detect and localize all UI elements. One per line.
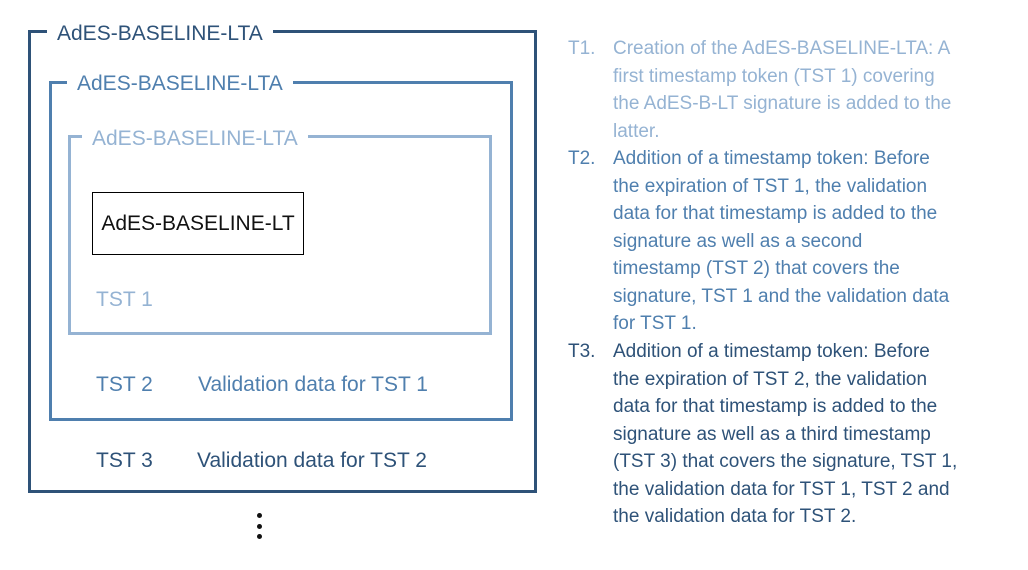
tst3-label: TST 3 [96,449,153,472]
tst1-label: TST 1 [96,288,153,311]
step-t1-line: latter. [613,120,660,142]
step-t1: T1. Creation of the AdES-BASELINE-LTA: A… [568,35,1008,147]
step-t1-line: first timestamp token (TST 1) covering [613,65,935,87]
middle-lta-label: AdES-BASELINE-LTA [67,71,293,97]
step-t3-line: the validation data for TST 2. [613,506,857,527]
step-t3-line: the validation data for TST 1, TST 2 and [613,478,950,500]
inner-lta-label: AdES-BASELINE-LTA [82,126,308,152]
step-t1-line: the AdES-B-LT signature is added to the [613,93,952,114]
step-t3-line: the expiration of TST 2, the validation [613,368,928,390]
vertical-ellipsis-icon [256,513,262,539]
step-t3-line: data for that timestamp is added to the [613,396,938,417]
step-t2-line: signature, TST 1 and the validation data [613,285,950,307]
step-t1-text: Creation of the AdES-BASELINE-LTA: A fir… [613,35,993,145]
step-t2-text: Addition of a timestamp token: Before th… [613,145,993,338]
step-t3-line: signature as well as a third timestamp [613,423,931,445]
step-t3-line: Addition of a timestamp token: Before [613,341,930,362]
step-t2-line: the expiration of TST 1, the validation [613,175,928,197]
step-t2-line: signature as well as a second [613,230,863,252]
step-t2-line: for TST 1. [613,313,697,334]
step-t3-number: T3. [568,341,596,362]
step-t2-line: data for that timestamp is added to the [613,203,938,224]
step-t3-text: Addition of a timestamp token: Before th… [613,338,993,531]
step-t2-line: Addition of a timestamp token: Before [613,148,930,169]
step-t1-number: T1. [568,38,596,59]
step-t1-line: Creation of the AdES-BASELINE-LTA: A [613,38,951,59]
tst2-label: TST 2 [96,373,153,396]
validation-data-tst1-label: Validation data for TST 1 [198,373,428,396]
outer-lta-frame [28,30,537,493]
step-t3-line: (TST 3) that covers the signature, TST 1… [613,451,958,472]
step-t2-number: T2. [568,148,596,169]
step-t2-line: timestamp (TST 2) that covers the [613,258,900,279]
step-t2: T2. Addition of a timestamp token: Befor… [568,145,1008,340]
step-t3: T3. Addition of a timestamp token: Befor… [568,338,1008,533]
baseline-lt-box: AdES-BASELINE-LT [92,192,304,255]
baseline-lt-label: AdES-BASELINE-LT [101,211,295,235]
outer-lta-label: AdES-BASELINE-LTA [47,21,273,47]
validation-data-tst2-label: Validation data for TST 2 [197,449,427,472]
